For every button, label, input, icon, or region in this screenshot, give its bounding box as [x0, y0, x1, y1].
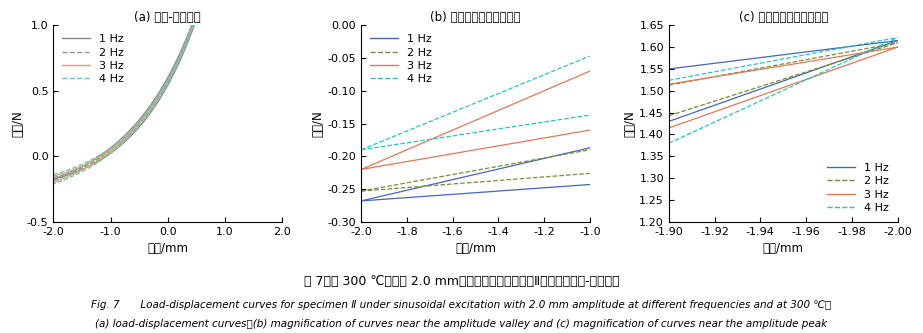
- Text: (a) load-displacement curves；(b) magnification of curves near the amplitude vall: (a) load-displacement curves；(b) magnifi…: [95, 319, 828, 329]
- X-axis label: 位移/mm: 位移/mm: [762, 242, 804, 255]
- X-axis label: 位移/mm: 位移/mm: [147, 242, 188, 255]
- Y-axis label: 载荷/N: 载荷/N: [312, 110, 325, 137]
- Legend: 1 Hz, 2 Hz, 3 Hz, 4 Hz: 1 Hz, 2 Hz, 3 Hz, 4 Hz: [59, 31, 127, 88]
- Title: (c) 振幅峰値附近曲线放大: (c) 振幅峰値附近曲线放大: [738, 11, 828, 24]
- Text: Fig. 7  Load-displacement curves for specimen Ⅱ under sinusoidal excitation with: Fig. 7 Load-displacement curves for spec…: [91, 300, 832, 310]
- Title: (b) 振幅谷値附近曲线放大: (b) 振幅谷値附近曲线放大: [430, 11, 521, 24]
- Y-axis label: 载荷/N: 载荷/N: [11, 110, 24, 137]
- Legend: 1 Hz, 2 Hz, 3 Hz, 4 Hz: 1 Hz, 2 Hz, 3 Hz, 4 Hz: [823, 160, 892, 216]
- X-axis label: 位移/mm: 位移/mm: [455, 242, 496, 255]
- Legend: 1 Hz, 2 Hz, 3 Hz, 4 Hz: 1 Hz, 2 Hz, 3 Hz, 4 Hz: [366, 31, 435, 88]
- Title: (a) 载荷-位移曲线: (a) 载荷-位移曲线: [135, 11, 201, 24]
- Text: 图 7　在 300 ℃，振幅 2.0 mm，不同频率激励作用下Ⅱ类试样的载荷-位移曲线: 图 7 在 300 ℃，振幅 2.0 mm，不同频率激励作用下Ⅱ类试样的载荷-位…: [304, 275, 619, 288]
- Y-axis label: 载荷/N: 载荷/N: [623, 110, 637, 137]
